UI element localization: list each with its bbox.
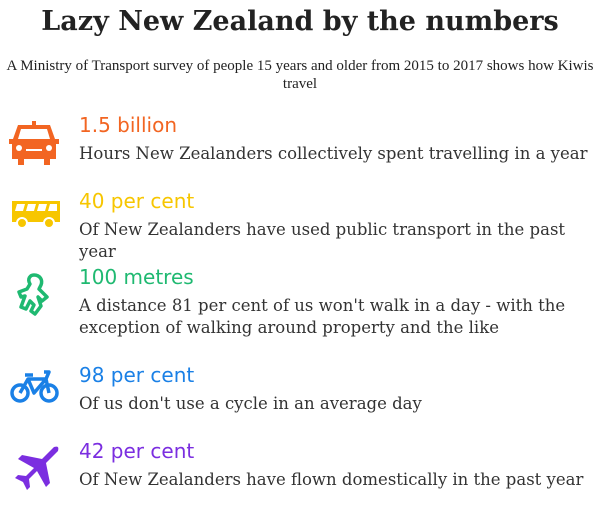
airplane-icon (15, 446, 59, 490)
bus-icon (12, 201, 60, 229)
stat-description: Hours New Zealanders collectively spent … (79, 144, 588, 163)
walking-person-icon (17, 273, 49, 316)
stat-description: Of New Zealanders have flown domesticall… (79, 470, 584, 489)
stat-value: 100 metres (79, 265, 194, 289)
stat-value: 98 per cent (79, 363, 195, 387)
stat-value: 40 per cent (79, 189, 195, 213)
stat-description: Of us don't use a cycle in an average da… (79, 394, 422, 413)
stat-description: A distance 81 per cent of us won't walk … (79, 296, 566, 337)
stat-value: 42 per cent (79, 439, 195, 463)
subtitle: A Ministry of Transport survey of people… (6, 58, 594, 92)
car-icon (9, 121, 59, 165)
stat-value: 1.5 billion (79, 113, 177, 137)
page-title: Lazy New Zealand by the numbers (41, 6, 559, 37)
bicycle-icon (10, 370, 59, 403)
stat-description: Of New Zealanders have used public trans… (79, 220, 566, 261)
